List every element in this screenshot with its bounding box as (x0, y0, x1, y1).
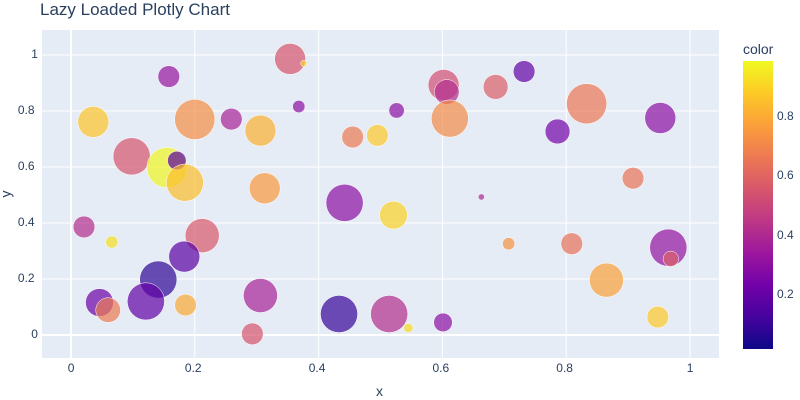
bubble-point[interactable] (430, 99, 469, 138)
bubble-point[interactable] (72, 215, 96, 239)
colorbar-tick-label: 0.6 (777, 168, 794, 183)
bubble-point[interactable] (544, 118, 571, 145)
bubble-point[interactable] (248, 172, 281, 205)
y-axis-title: y (0, 191, 14, 198)
colorbar-tick-label: 0.4 (777, 227, 794, 242)
bubble-point[interactable] (366, 124, 389, 147)
x-tick-label: 0.6 (432, 361, 450, 375)
bubble-point[interactable] (644, 102, 677, 134)
data-points (72, 43, 688, 345)
bubble-point[interactable] (502, 237, 516, 251)
y-tick-label: 0 (31, 327, 38, 341)
colorbar-tick-label: 0.2 (777, 287, 794, 302)
bubble-point[interactable] (560, 232, 583, 255)
bubble-point[interactable] (168, 240, 201, 273)
y-tick-label: 0.4 (17, 215, 35, 229)
bubble-point[interactable] (320, 295, 358, 333)
bubble-point[interactable] (621, 167, 645, 190)
bubble-point[interactable] (403, 323, 414, 333)
bubble-point[interactable] (243, 278, 278, 313)
colorbar (743, 61, 773, 349)
y-tick-label: 0.6 (17, 159, 35, 173)
bubble-point[interactable] (433, 312, 453, 332)
bubble-point[interactable] (241, 322, 264, 345)
colorbar-title: color (743, 41, 774, 57)
bubble-point[interactable] (589, 262, 624, 298)
bubble-point[interactable] (292, 100, 306, 113)
bubble-point[interactable] (174, 293, 197, 317)
bubble-point[interactable] (127, 282, 165, 321)
bubble-point[interactable] (77, 106, 110, 138)
bubble-point[interactable] (166, 163, 204, 202)
bubble-point[interactable] (112, 137, 151, 176)
bubble-point[interactable] (388, 102, 405, 119)
bubble-point[interactable] (174, 99, 216, 140)
bubble-point[interactable] (274, 43, 306, 75)
bubble-point[interactable] (646, 305, 669, 329)
bubble-point[interactable] (482, 74, 509, 100)
bubble-point[interactable] (300, 60, 308, 67)
y-tick-label: 0.8 (17, 103, 35, 117)
chart-title: Lazy Loaded Plotly Chart (40, 0, 230, 19)
x-tick-label: 0.2 (184, 361, 202, 375)
bubble-point[interactable] (662, 250, 679, 267)
bubble-point[interactable] (244, 114, 277, 147)
bubble-point[interactable] (478, 193, 485, 201)
bubble-point[interactable] (157, 65, 180, 88)
x-tick-label: 0 (67, 361, 75, 375)
bubble-point[interactable] (379, 200, 408, 230)
y-tick-label: 1 (31, 47, 38, 61)
x-axis-title: x (376, 383, 383, 399)
colorbar-tick-label: 0.8 (777, 108, 794, 123)
bubble-point[interactable] (220, 108, 243, 131)
bubble-point[interactable] (370, 295, 409, 333)
x-tick-label: 0.8 (556, 361, 573, 375)
y-tick-label: 0.2 (17, 271, 35, 285)
bubble-point[interactable] (566, 83, 608, 125)
x-tick-label: 1 (686, 361, 694, 375)
bubble-point[interactable] (105, 235, 119, 249)
x-tick-label: 0.4 (308, 361, 326, 375)
bubble-point[interactable] (513, 60, 536, 83)
bubble-point[interactable] (341, 125, 364, 149)
bubble-point[interactable] (325, 183, 364, 222)
bubble-point[interactable] (95, 297, 121, 323)
